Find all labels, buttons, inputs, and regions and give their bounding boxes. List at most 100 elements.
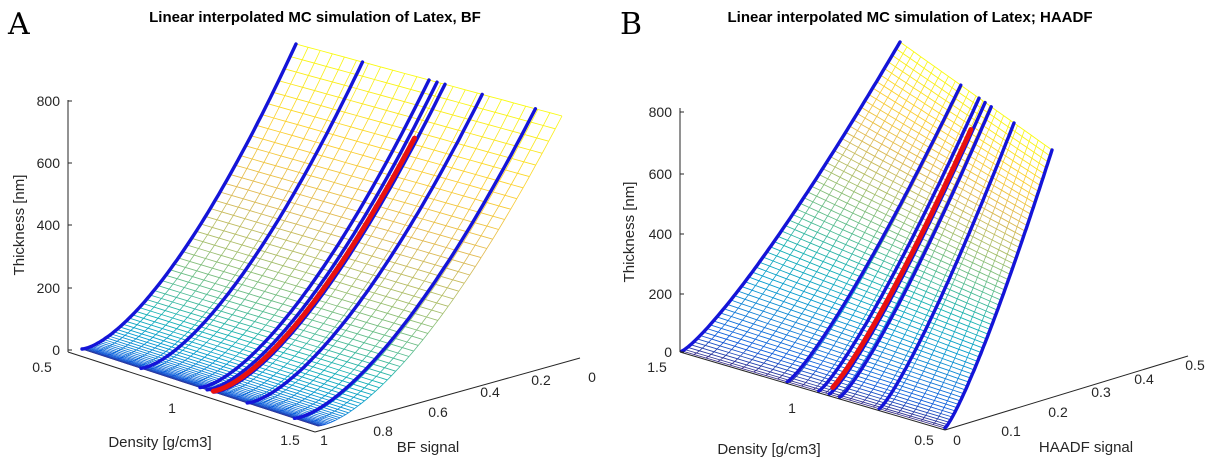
surface-meshline-u: [272, 359, 277, 364]
surface-meshline-u: [902, 82, 907, 90]
surface-meshline-u: [310, 391, 315, 395]
surface-meshline-u: [368, 133, 375, 145]
red-fit-curve: [830, 127, 974, 390]
surface-meshline-u: [933, 245, 938, 252]
surface-meshline-u: [910, 342, 914, 348]
surface-meshline-u: [955, 92, 960, 100]
surface-meshline-u: [852, 375, 856, 379]
surface-meshline-u: [879, 103, 885, 111]
surface-meshline-u: [946, 318, 950, 324]
surface-meshline-u: [428, 95, 436, 109]
surface-meshline-u: [927, 332, 931, 338]
surface-meshline-u: [243, 313, 248, 319]
surface-meshline-u: [957, 195, 961, 202]
surface-meshline-u: [912, 338, 916, 343]
surface-meshline-u: [146, 339, 151, 343]
surface-meshline-u: [884, 171, 889, 178]
surface-meshline-u: [932, 422, 935, 425]
surface-meshline-u: [876, 246, 881, 252]
surface-meshline-u: [936, 240, 940, 246]
surface-meshline-u: [529, 164, 537, 177]
surface-meshline-u: [845, 218, 850, 225]
surface-meshline-u: [416, 323, 422, 331]
surface-meshline-u: [719, 342, 724, 347]
surface-meshline-u: [806, 242, 811, 249]
surface-meshline-u: [920, 68, 925, 75]
surface-meshline-u: [165, 321, 170, 326]
surface-meshline-u: [905, 399, 909, 404]
surface-meshline-u: [777, 360, 782, 364]
surface-meshline-u: [291, 382, 296, 386]
z-tick-label: 200: [37, 280, 61, 296]
surface-meshline-u: [714, 331, 719, 336]
surface-meshline-u: [349, 384, 354, 388]
surface-meshline-u: [862, 272, 866, 278]
surface-meshline-u: [517, 134, 526, 147]
surface-meshline-u: [836, 177, 841, 184]
surface-meshline-u: [179, 305, 185, 311]
surface-meshline-u: [236, 244, 243, 253]
surface-meshline-u: [929, 354, 933, 360]
surface-meshline-u: [321, 337, 327, 343]
surface-meshline-u: [980, 141, 984, 148]
surface-meshline-u: [812, 312, 816, 318]
surface-meshline-u: [506, 102, 514, 116]
surface-meshline-u: [320, 383, 325, 388]
surface-meshline-u: [876, 225, 881, 232]
surface-meshline-u: [277, 199, 284, 210]
surface-meshline-u: [224, 335, 229, 340]
surface-meshline-u: [985, 174, 989, 182]
surface-meshline-u: [909, 51, 915, 59]
surface-meshline-u: [935, 393, 939, 398]
surface-meshline-u: [1022, 153, 1026, 160]
surface-meshline-u: [912, 363, 916, 368]
surface-meshline-u: [826, 270, 831, 276]
surface-meshline-u: [301, 47, 309, 60]
surface-meshline-u: [849, 336, 853, 342]
surface-meshline-u: [951, 254, 956, 260]
surface-meshline-u: [959, 189, 963, 196]
surface-meshline-u: [440, 267, 447, 277]
surface-meshline-u: [231, 326, 236, 332]
surface-meshline-u: [278, 95, 286, 108]
surface-meshline-u: [196, 264, 202, 272]
surface-meshline-u: [326, 414, 330, 417]
surface-meshline-u: [197, 380, 200, 383]
surface-meshline-u: [333, 172, 341, 183]
surface-meshline-u: [848, 233, 853, 240]
surface-meshline-u: [925, 286, 929, 292]
surface-meshline-u: [779, 283, 784, 289]
surface-meshline-u: [185, 368, 189, 371]
surface-meshline-u: [219, 271, 225, 278]
surface-meshline-u: [103, 347, 106, 350]
surface-meshline-u: [940, 410, 943, 414]
surface-meshline-u: [987, 218, 991, 225]
surface-meshline-u: [833, 279, 838, 285]
surface-meshline-u: [978, 296, 981, 303]
surface-meshline-u: [334, 369, 340, 375]
surface-meshline-u: [908, 346, 912, 352]
surface-meshline-u: [838, 392, 842, 396]
surface-meshline-u: [775, 363, 779, 367]
surface-meshline-u: [961, 232, 965, 239]
surface-meshline-u: [345, 175, 352, 187]
surface-meshline-u: [272, 208, 279, 218]
surface-meshline-u: [463, 209, 470, 220]
surface-meshline-u: [796, 258, 801, 265]
surface-meshline-u: [338, 85, 345, 98]
surface-meshline-u: [913, 408, 917, 413]
surface-meshline-u: [884, 343, 888, 349]
surface-meshline-u: [746, 327, 751, 333]
surface-meshline-u: [421, 185, 429, 197]
surface-meshline-u: [186, 313, 192, 318]
surface-meshline-u: [297, 363, 303, 368]
surface-meshline-u: [1002, 155, 1006, 163]
surface-meshline-u: [914, 359, 918, 364]
surface-meshline-u: [881, 176, 886, 184]
surface-meshline-u: [426, 309, 432, 318]
surface-meshline-u: [377, 319, 383, 327]
surface-meshline-u: [829, 265, 834, 271]
surface-meshline-u: [434, 83, 442, 97]
surface-meshline-u: [970, 344, 974, 349]
surface-meshline-u: [211, 219, 218, 228]
